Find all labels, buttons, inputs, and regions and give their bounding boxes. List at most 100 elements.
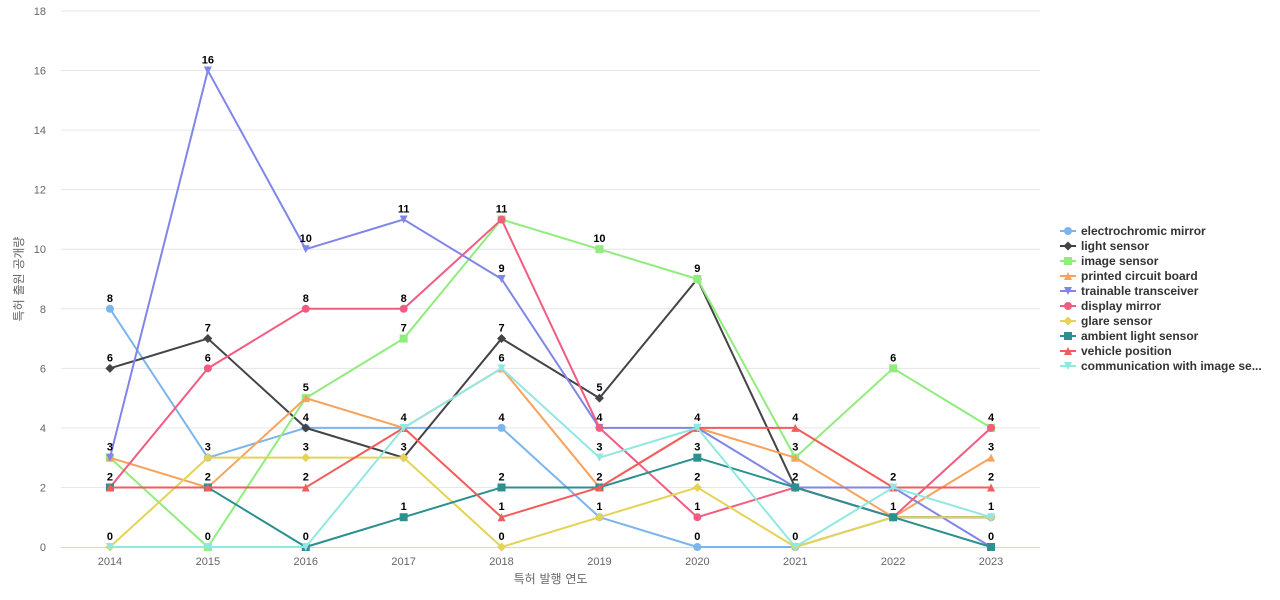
- data-label: 1: [694, 501, 700, 513]
- data-point: [497, 483, 506, 492]
- data-label: 3: [205, 442, 211, 454]
- data-label: 8: [107, 293, 113, 305]
- x-tick-label: 2021: [783, 556, 807, 568]
- data-point: [791, 423, 800, 432]
- data-point: [301, 543, 310, 551]
- data-point: [987, 423, 996, 432]
- data-point: [693, 513, 702, 522]
- data-point: [791, 453, 800, 462]
- data-point: [987, 453, 996, 462]
- series-2: [105, 215, 996, 551]
- y-tick-label: 12: [34, 185, 46, 197]
- x-tick-label: 2023: [979, 556, 1003, 568]
- data-label: 3: [596, 442, 602, 454]
- data-label: 3: [303, 442, 309, 454]
- data-point: [203, 66, 212, 75]
- data-label: 1: [498, 501, 504, 513]
- legend-item[interactable]: ambient light sensor: [1060, 329, 1199, 343]
- data-point: [105, 483, 114, 492]
- data-point: [105, 304, 114, 313]
- data-label: 1: [596, 501, 602, 513]
- data-label: 6: [205, 352, 211, 364]
- data-point: [693, 453, 702, 462]
- series-line: [108, 456, 993, 548]
- data-label: 1: [401, 501, 407, 513]
- data-point: [301, 453, 311, 463]
- data-point: [399, 334, 408, 343]
- legend-item[interactable]: trainable transceiver: [1060, 284, 1199, 298]
- data-point: [595, 423, 604, 432]
- legend-symbol-marker: [1064, 227, 1072, 235]
- data-label: 0: [498, 531, 504, 543]
- legend-item[interactable]: vehicle position: [1060, 344, 1172, 358]
- data-label: 5: [303, 382, 309, 394]
- data-point: [889, 483, 898, 492]
- data-point: [497, 542, 507, 552]
- data-label: 7: [401, 323, 407, 335]
- data-point: [203, 364, 212, 373]
- series-line: [108, 367, 993, 548]
- legend-label: trainable transceiver: [1081, 284, 1199, 298]
- data-point: [692, 482, 702, 492]
- x-tick-label: 2014: [98, 556, 122, 568]
- data-label: 0: [988, 531, 994, 543]
- data-point: [399, 423, 408, 432]
- data-point: [399, 453, 409, 463]
- data-point: [399, 215, 408, 224]
- data-label: 8: [401, 293, 407, 305]
- data-point: [497, 364, 506, 373]
- legend-label: glare sensor: [1081, 314, 1153, 328]
- data-point: [301, 483, 310, 492]
- legend-item[interactable]: image sensor: [1060, 254, 1159, 268]
- data-label: 3: [401, 442, 407, 454]
- legend-item[interactable]: display mirror: [1060, 299, 1161, 313]
- legend-label: ambient light sensor: [1081, 329, 1199, 343]
- data-label: 10: [593, 233, 605, 245]
- legend-item[interactable]: glare sensor: [1060, 314, 1153, 328]
- legend-item[interactable]: communication with image se...: [1060, 359, 1262, 373]
- series-9: [105, 364, 996, 551]
- data-point: [889, 364, 898, 373]
- data-point: [889, 513, 898, 522]
- data-label: 6: [498, 352, 504, 364]
- y-tick-label: 14: [34, 125, 46, 137]
- legend-label: display mirror: [1081, 299, 1161, 313]
- data-label: 0: [205, 531, 211, 543]
- data-point: [105, 453, 114, 462]
- legend-symbol-marker: [1064, 332, 1072, 340]
- data-label: 4: [596, 412, 603, 424]
- y-axis-ticks: 0 2 4 6 8 10 12 14 16 18: [34, 6, 46, 554]
- data-label: 3: [107, 442, 113, 454]
- data-label: 2: [890, 471, 896, 483]
- legend-item[interactable]: light sensor: [1060, 239, 1149, 253]
- legend-item[interactable]: printed circuit board: [1060, 269, 1198, 283]
- data-point: [791, 483, 800, 492]
- data-point: [594, 393, 604, 403]
- y-tick-label: 2: [40, 482, 46, 494]
- data-point: [399, 513, 408, 522]
- y-tick-label: 0: [40, 542, 46, 554]
- data-label: 4: [988, 412, 995, 424]
- legend-symbol-marker: [1064, 272, 1072, 280]
- data-label: 4: [498, 412, 505, 424]
- y-tick-label: 6: [40, 363, 46, 375]
- data-label: 7: [498, 323, 504, 335]
- y-tick-label: 8: [40, 304, 46, 316]
- data-point: [203, 334, 213, 344]
- data-label: 0: [107, 531, 113, 543]
- data-label: 9: [694, 263, 700, 275]
- legend-item[interactable]: electrochromic mirror: [1060, 224, 1206, 238]
- data-label: 4: [792, 412, 799, 424]
- legend-symbol-marker: [1064, 257, 1072, 265]
- legend-label: communication with image se...: [1081, 359, 1262, 373]
- data-label: 4: [303, 412, 310, 424]
- data-label: 11: [398, 203, 410, 215]
- data-label: 2: [694, 471, 700, 483]
- y-tick-label: 10: [34, 244, 46, 256]
- data-label: 4: [401, 412, 408, 424]
- x-tick-label: 2015: [196, 556, 220, 568]
- series-line: [108, 278, 993, 519]
- data-point: [497, 423, 506, 432]
